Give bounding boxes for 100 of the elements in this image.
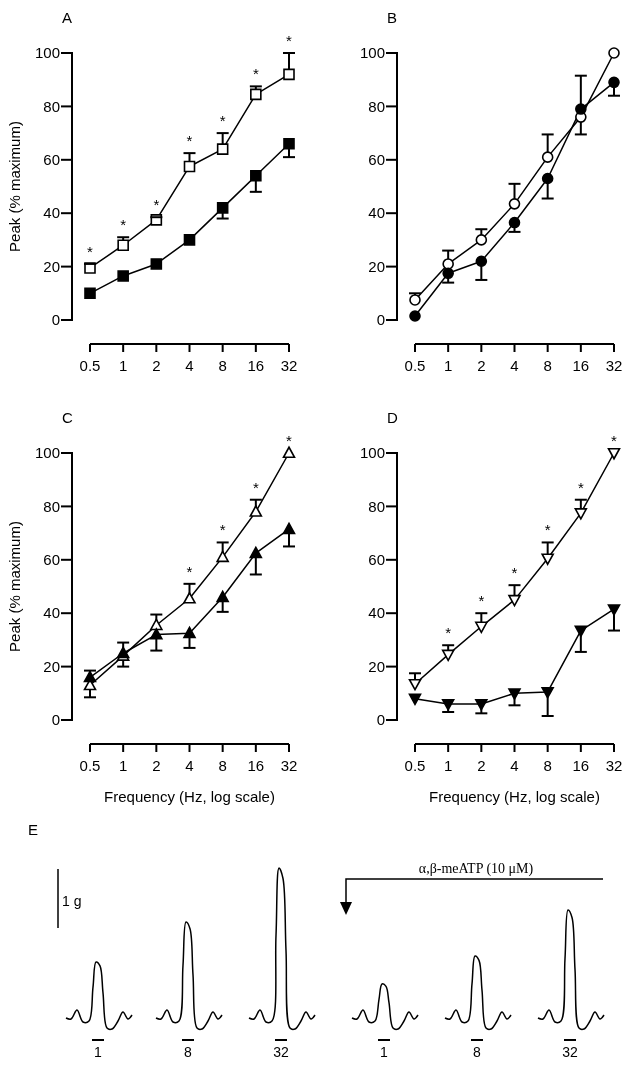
x-tick-label: 4	[185, 757, 194, 774]
text: 8	[184, 1044, 193, 1060]
annotation: *	[445, 624, 452, 642]
annotation: *	[544, 521, 551, 539]
y-axis-title: Peak (% maximum)	[6, 521, 23, 652]
y-tick-label: 40	[368, 204, 385, 222]
y-tick-label: 0	[51, 311, 60, 329]
point	[183, 591, 196, 604]
point	[574, 508, 588, 520]
y-tick-label: 100	[34, 44, 60, 62]
point	[83, 670, 97, 683]
point	[183, 626, 196, 639]
point	[541, 553, 554, 566]
y-tick-label: 20	[368, 657, 385, 675]
y-tick-label: 40	[43, 204, 60, 222]
chart-title: C	[62, 409, 73, 426]
x-tick-label: 4	[510, 357, 519, 374]
text: 1	[94, 1044, 103, 1060]
annotation: *	[511, 564, 518, 582]
y-tick-label: 100	[359, 44, 385, 62]
y-tick-label: 0	[376, 711, 385, 729]
y-tick-label: 60	[368, 551, 385, 569]
annotation: *	[186, 132, 193, 150]
x-tick-label: 1	[443, 357, 453, 374]
annotation: *	[219, 112, 226, 130]
x-tick-label: 2	[152, 357, 161, 374]
point	[183, 160, 196, 173]
x-tick-label: 32	[605, 357, 623, 374]
x-tick-label: 16	[572, 757, 590, 774]
point	[607, 604, 621, 616]
point	[441, 698, 455, 711]
chart-title: A	[62, 9, 73, 26]
text: 8	[473, 1044, 482, 1060]
x-tick-label: 1	[443, 757, 453, 774]
y-tick-label: 20	[43, 257, 60, 275]
x-tick-label: 0.5	[404, 757, 426, 774]
annotation: *	[252, 478, 259, 496]
annotation: *	[120, 216, 127, 234]
point	[508, 198, 521, 210]
y-tick-label: 60	[368, 151, 385, 169]
point	[249, 505, 263, 517]
point	[150, 618, 163, 631]
point	[574, 625, 588, 638]
point	[283, 137, 295, 150]
point	[216, 590, 229, 603]
y-tick-label: 20	[43, 657, 60, 675]
annotation: *	[478, 592, 485, 610]
point	[117, 270, 129, 282]
point	[183, 234, 196, 246]
point	[608, 76, 620, 89]
point	[442, 258, 454, 270]
x-axis-title: Frequency (Hz, log scale)	[429, 788, 600, 805]
point	[608, 47, 620, 59]
x-tick-label: 4	[510, 757, 519, 774]
point	[249, 546, 263, 559]
point	[442, 267, 454, 280]
point	[575, 103, 587, 115]
point	[408, 678, 422, 691]
point	[216, 550, 229, 563]
text: 1 g	[62, 893, 82, 909]
point	[541, 686, 554, 699]
x-tick-label: 4	[185, 357, 194, 374]
annotation: *	[286, 32, 293, 49]
x-tick-label: 8	[543, 757, 552, 774]
x-tick-label: 32	[280, 357, 298, 374]
point	[475, 621, 488, 634]
point	[282, 522, 296, 535]
y-tick-label: 0	[51, 711, 60, 729]
x-tick-label: 32	[280, 757, 298, 774]
annotation: *	[186, 562, 193, 580]
chart-title: B	[387, 9, 398, 26]
x-tick-label: 16	[247, 757, 265, 774]
text: 32	[562, 1044, 578, 1060]
point	[475, 234, 488, 246]
point	[541, 151, 554, 163]
y-tick-label: 60	[43, 551, 60, 569]
y-tick-label: 80	[368, 97, 385, 115]
x-tick-label: 16	[572, 357, 590, 374]
point	[508, 216, 521, 229]
annotation: *	[286, 432, 293, 449]
point	[216, 202, 229, 214]
point	[541, 172, 554, 185]
y-tick-label: 20	[368, 257, 385, 275]
point	[408, 693, 422, 706]
annotation: *	[577, 478, 584, 496]
point	[250, 170, 262, 182]
annotation: *	[87, 242, 94, 260]
y-tick-label: 40	[368, 604, 385, 622]
point	[441, 649, 455, 662]
annotation: *	[153, 196, 160, 214]
x-tick-label: 1	[118, 757, 128, 774]
x-tick-label: 32	[605, 757, 623, 774]
point	[283, 68, 295, 81]
x-tick-label: 2	[477, 757, 486, 774]
y-tick-label: 100	[34, 444, 60, 462]
point	[508, 594, 521, 607]
chart-title: D	[387, 409, 398, 426]
annotation: *	[219, 521, 226, 539]
x-tick-label: 0.5	[79, 357, 101, 374]
point	[282, 446, 296, 459]
